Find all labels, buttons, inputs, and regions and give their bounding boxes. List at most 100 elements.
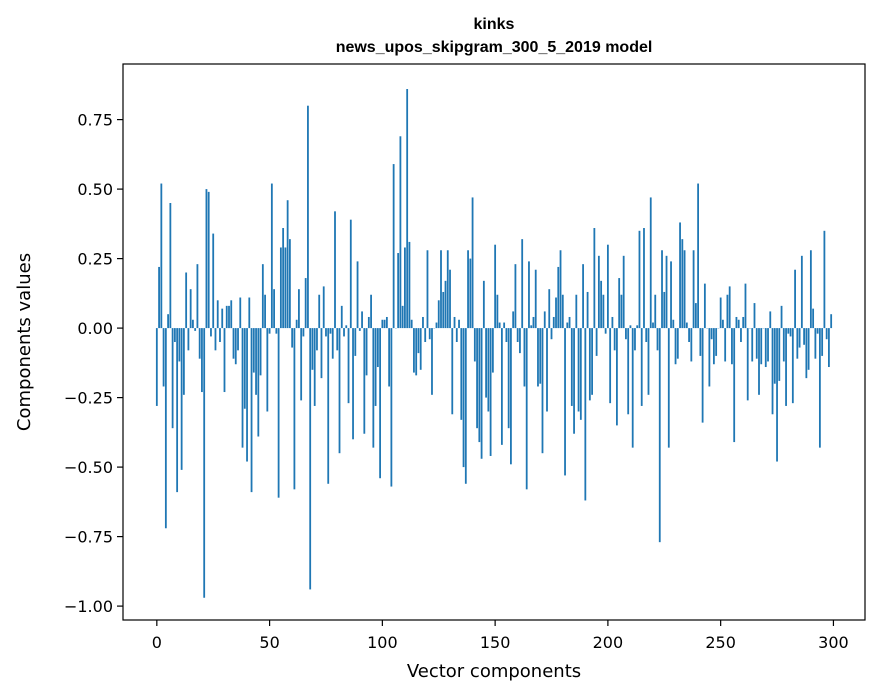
bar [201,328,203,393]
bar [469,258,472,329]
bar [532,316,535,329]
bar [349,219,352,329]
bar [647,328,650,395]
bar [415,328,418,376]
bar [570,328,573,406]
bar [219,328,221,342]
bar [338,328,341,454]
bar [564,328,566,476]
bar [221,308,224,329]
bar [277,328,280,498]
bar [374,328,377,406]
bar [309,328,312,590]
bar [787,328,790,334]
bar [293,328,296,490]
bar [643,228,645,329]
bar [667,328,670,448]
bar [187,328,190,351]
bar [178,328,181,362]
bar [744,283,747,329]
bar [223,328,226,393]
bar [275,328,278,334]
bar [640,328,643,406]
bar [440,250,442,329]
bar [185,272,188,329]
bar [514,264,517,329]
bar [176,328,179,493]
bar [372,328,375,448]
bar [291,328,294,348]
bar [453,316,456,329]
bar [234,328,237,365]
bar [726,294,729,329]
y-tick-label: −0.75 [64,528,113,547]
bar [286,200,289,329]
chart-title: kinks [474,16,515,33]
bar [692,250,695,329]
bar [471,197,474,329]
bar [214,328,217,351]
bar [302,328,305,337]
bar [379,328,381,479]
bar [636,325,639,329]
bar [180,328,183,470]
bar [683,250,686,329]
bar [392,164,395,329]
bar [487,328,490,412]
bar [327,328,330,484]
bar [805,328,808,379]
bar [246,328,248,462]
bar [550,328,553,340]
bar [205,189,208,329]
bar [552,316,555,329]
bar [645,328,648,342]
bar [318,294,321,329]
bar [300,328,303,401]
bar [555,297,557,329]
bar [498,322,501,329]
bar [534,269,537,329]
bar [311,328,314,370]
bar [591,328,593,395]
bar [755,328,758,359]
x-tick-label: 50 [259,633,279,652]
bar [616,328,618,426]
bar [503,322,506,329]
bar [358,328,361,331]
bar [771,328,774,415]
bar [712,328,715,365]
bar [652,322,654,329]
bar [541,328,544,454]
bar [295,319,298,329]
bar [194,328,197,331]
bar [442,291,445,329]
bar [261,264,264,329]
bar [422,316,424,329]
bar [259,328,262,376]
y-tick-label: −0.50 [64,458,113,477]
bar [383,319,386,329]
bar [521,239,524,329]
bar [579,328,582,420]
bar [512,311,515,329]
bar [164,328,167,529]
bar [751,328,754,362]
bar [588,328,591,401]
bar [597,255,600,329]
bar [733,328,736,443]
bar [828,328,830,368]
bar [460,328,463,420]
bar [198,328,201,359]
bar [780,305,783,329]
bar [658,328,661,543]
bar [210,328,212,337]
bar [803,328,805,345]
bar [528,261,530,329]
bar [207,191,210,329]
bar-series [155,89,833,598]
x-tick-label: 100 [367,633,398,652]
bar [352,328,354,440]
bar [561,294,564,329]
bar [489,328,492,456]
